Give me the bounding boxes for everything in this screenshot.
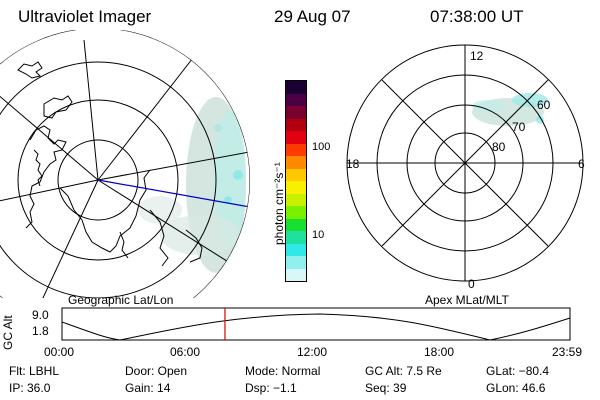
colorbar-band bbox=[286, 93, 306, 106]
colorbar-band bbox=[286, 131, 306, 144]
colorbar-band bbox=[286, 168, 306, 181]
app-title: Ultraviolet Imager bbox=[18, 7, 152, 26]
mlat-label-80: 80 bbox=[492, 140, 506, 154]
ip-info: IP: 36.0 bbox=[9, 381, 51, 395]
right-aurora-emission bbox=[472, 93, 548, 126]
timeline-y-tick-max: 9.0 bbox=[32, 308, 49, 322]
noon-meridian-line bbox=[97, 179, 250, 208]
colorbar-band bbox=[286, 206, 306, 219]
colorbar-band bbox=[286, 268, 306, 281]
colorbar-band bbox=[286, 106, 306, 119]
mlt-label-18: 18 bbox=[346, 157, 360, 171]
timeline-x-tick-1: 06:00 bbox=[170, 345, 201, 359]
left-aurora-emission bbox=[138, 97, 246, 273]
colorbar-tick-10: 10 bbox=[312, 229, 325, 241]
colorbar bbox=[285, 80, 307, 282]
left-panel-caption: Geographic Lat/Lon bbox=[68, 293, 174, 307]
colorbar-band bbox=[286, 181, 306, 194]
colorbar-band bbox=[286, 243, 306, 256]
gain-info: Gain: 14 bbox=[125, 381, 171, 395]
magnetic-map bbox=[346, 44, 584, 282]
timeline-plot bbox=[61, 307, 571, 341]
mlat-label-70: 70 bbox=[512, 120, 526, 134]
colorbar-band bbox=[286, 256, 306, 269]
timeline-x-tick-2: 12:00 bbox=[297, 345, 328, 359]
colorbar-band bbox=[286, 118, 306, 131]
glon-info: GLon: 46.6 bbox=[486, 381, 546, 395]
gc-alt-info: GC Alt: 7.5 Re bbox=[365, 364, 442, 378]
glat-info: GLat: −80.4 bbox=[486, 364, 550, 378]
door-info: Door: Open bbox=[125, 364, 188, 378]
mlt-label-0: 0 bbox=[468, 277, 475, 291]
timeline-y-tick-min: 1.8 bbox=[32, 324, 49, 338]
geographic-map bbox=[0, 30, 250, 298]
timeline-x-tick-4: 23:59 bbox=[552, 345, 583, 359]
colorbar-tick-100: 100 bbox=[312, 141, 331, 153]
colorbar-band bbox=[286, 143, 306, 156]
mlat-label-60: 60 bbox=[537, 98, 551, 112]
colorbar-band bbox=[286, 218, 306, 231]
dsp-info: Dsp: −1.1 bbox=[245, 381, 297, 395]
filter-info: Flt: LBHL bbox=[9, 364, 60, 378]
coastline bbox=[17, 61, 203, 267]
colorbar-band bbox=[286, 231, 306, 244]
mode-info: Mode: Normal bbox=[245, 364, 321, 378]
right-panel-caption: Apex MLat/MLT bbox=[425, 293, 509, 307]
mlt-label-6: 6 bbox=[578, 157, 585, 171]
colorbar-unit-label: photon cm⁻²s⁻¹ bbox=[272, 162, 286, 245]
altitude-curve bbox=[61, 313, 571, 341]
date-label: 29 Aug 07 bbox=[274, 7, 351, 26]
timeline-x-tick-3: 18:00 bbox=[424, 345, 455, 359]
colorbar-band bbox=[286, 193, 306, 206]
colorbar-band bbox=[286, 81, 306, 94]
colorbar-band bbox=[286, 156, 306, 169]
time-label: 07:38:00 UT bbox=[430, 7, 524, 26]
mlt-label-12: 12 bbox=[470, 49, 484, 63]
seq-info: Seq: 39 bbox=[365, 381, 407, 395]
timeline-x-tick-0: 00:00 bbox=[44, 345, 75, 359]
timeline-y-label: GC Alt bbox=[1, 315, 15, 350]
